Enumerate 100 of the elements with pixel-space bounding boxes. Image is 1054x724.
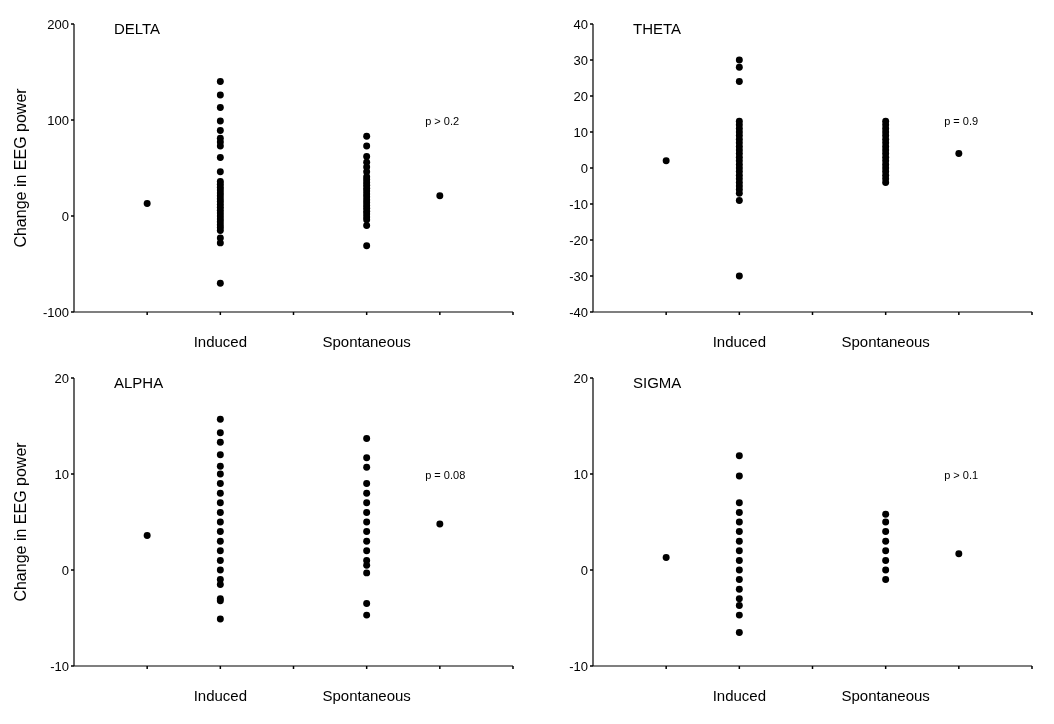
point [216,537,224,545]
point [216,91,224,99]
point [363,569,371,577]
chart-title: ALPHA [114,374,164,391]
point [363,518,371,526]
point [735,595,743,603]
point [735,547,743,555]
point [363,561,371,569]
point [363,480,371,488]
y-tick-label: 0 [580,160,588,176]
point [363,537,371,545]
point [363,153,371,160]
point [216,78,224,86]
point [363,463,371,471]
point [216,279,224,287]
point [735,508,743,516]
point [363,528,371,536]
point [216,518,224,526]
y-tick-label: 100 [47,112,69,128]
y-tick-label: 10 [54,466,69,482]
point [436,520,444,528]
y-axis-title: Change in EEG power [12,441,29,602]
chart-title: DELTA [114,20,161,37]
point [735,628,743,636]
point [216,480,224,488]
point [735,452,743,460]
y-tick-label: 20 [573,370,588,386]
point [735,63,743,71]
chart-title: THETA [633,20,682,37]
point [216,415,224,423]
y-tick-label: -10 [569,196,588,212]
annotation: p = 0.08 [425,468,466,481]
y-tick-label: 40 [573,16,588,32]
annotation: p = 0.9 [944,114,979,127]
y-tick-label: 30 [573,52,588,68]
point [662,554,670,561]
y-tick-label: 200 [47,16,69,32]
x-tick-label: Induced [712,687,767,704]
y-tick-label: 10 [573,466,588,482]
point [363,611,371,619]
y-tick-label: -40 [569,304,588,320]
point [882,537,890,545]
point [216,470,224,478]
point [363,454,371,462]
y-tick-label: -30 [569,268,588,284]
point [735,576,743,584]
point [735,56,743,64]
point [216,142,224,150]
y-tick-label: -10 [50,658,69,674]
point [735,537,743,545]
point [216,528,224,536]
point [216,615,224,623]
point [216,429,224,437]
point [143,200,151,207]
x-tick-label: Spontaneous [322,333,411,350]
point [216,547,224,555]
point [882,510,890,518]
y-tick-label: -100 [42,304,69,320]
y-tick-label: 0 [61,562,69,578]
point [216,580,224,588]
point [216,153,224,161]
point [735,499,743,507]
point [216,127,224,135]
point [735,566,743,574]
point [363,142,371,150]
point [216,556,224,564]
point [882,576,890,584]
x-tick-label: Induced [712,333,767,350]
annotation: p > 0.1 [944,468,979,481]
point [735,528,743,536]
chart-title: SIGMA [633,374,682,391]
point [882,556,890,564]
point [363,547,371,555]
point [216,451,224,459]
point [216,566,224,574]
point [143,531,151,539]
point [216,462,224,470]
point [216,508,224,516]
point [735,556,743,564]
point [216,117,224,125]
point [735,196,743,204]
point [363,435,371,442]
point [216,489,224,497]
point [363,132,371,140]
y-tick-label: 0 [61,208,69,224]
point [735,611,743,619]
x-tick-label: Induced [193,687,248,704]
x-tick-label: Spontaneous [841,687,930,704]
y-tick-label: 0 [580,562,588,578]
point [216,438,224,446]
annotation: p > 0.2 [425,114,460,127]
x-tick-label: Spontaneous [322,687,411,704]
point [882,528,890,536]
y-tick-label: -20 [569,232,588,248]
point [363,508,371,516]
point [735,472,743,480]
point [735,518,743,526]
point [216,168,224,176]
point [662,157,670,165]
point [363,242,371,250]
